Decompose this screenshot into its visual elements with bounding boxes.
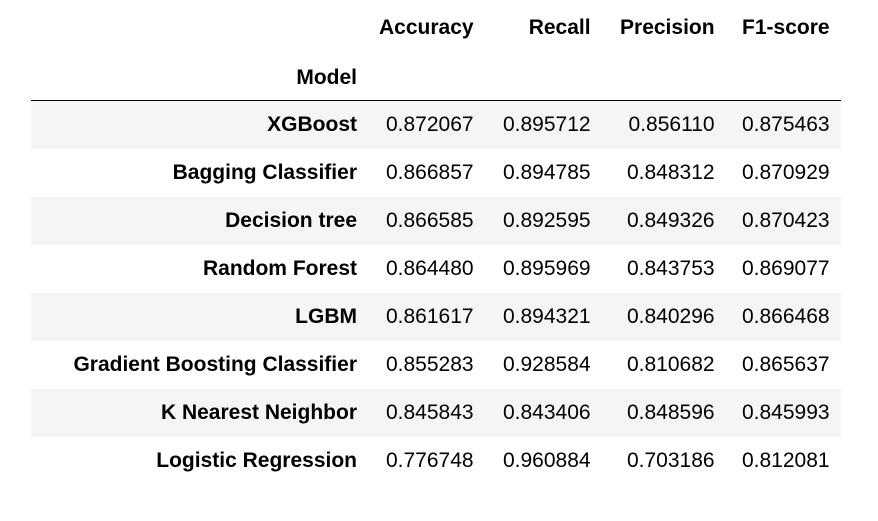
cell-f1-score: 0.869077: [741, 257, 830, 280]
cell-accuracy: 0.866857: [385, 161, 474, 184]
cell-precision: 0.848312: [626, 161, 715, 184]
cell-f1-score: 0.865637: [741, 353, 830, 376]
cell-recall: 0.960884: [502, 449, 591, 472]
row-label: Random Forest: [202, 257, 357, 280]
cell-recall: 0.894321: [502, 305, 591, 328]
cell-accuracy: 0.776748: [385, 449, 474, 472]
row-label: K Nearest Neighbor: [160, 401, 357, 424]
cell-precision: 0.810682: [626, 353, 715, 376]
row-label: Decision tree: [225, 209, 357, 232]
cell-precision: 0.849326: [626, 209, 715, 232]
table-body: XGBoost 0.872067 0.895712 0.856110 0.875…: [31, 100, 841, 485]
cell-precision: 0.843753: [626, 257, 715, 280]
row-label: LGBM: [295, 305, 357, 328]
column-header-f1-score: F1-score: [742, 16, 830, 39]
table-row: Random Forest 0.864480 0.895969 0.843753…: [31, 245, 841, 293]
index-name-label: Model: [31, 55, 368, 101]
table-row: Decision tree 0.866585 0.892595 0.849326…: [31, 197, 841, 245]
table-row: LGBM 0.861617 0.894321 0.840296 0.866468: [31, 293, 841, 341]
cell-f1-score: 0.812081: [741, 449, 830, 472]
table-row: K Nearest Neighbor 0.845843 0.843406 0.8…: [31, 389, 841, 437]
cell-recall: 0.928584: [502, 353, 591, 376]
cell-recall: 0.895969: [502, 257, 591, 280]
cell-recall: 0.895712: [502, 113, 591, 136]
table-row: XGBoost 0.872067 0.895712 0.856110 0.875…: [31, 100, 841, 149]
index-name-row: Model: [31, 55, 841, 101]
column-header-precision: Precision: [620, 16, 715, 39]
header-blank-cell: [31, 0, 368, 55]
cell-f1-score: 0.845993: [741, 401, 830, 424]
cell-precision: 0.848596: [626, 401, 715, 424]
cell-accuracy: 0.864480: [385, 257, 474, 280]
column-header-accuracy: Accuracy: [379, 16, 474, 39]
cell-accuracy: 0.861617: [385, 305, 474, 328]
table-header: Accuracy Recall Precision F1-score Model: [31, 0, 841, 101]
table-row: Logistic Regression 0.776748 0.960884 0.…: [31, 437, 841, 485]
table-row: Bagging Classifier 0.866857 0.894785 0.8…: [31, 149, 841, 197]
dataframe-output: Accuracy Recall Precision F1-score Model…: [31, 0, 841, 485]
cell-precision: 0.856110: [628, 113, 715, 136]
cell-precision: 0.703186: [626, 449, 715, 472]
cell-f1-score: 0.875463: [741, 113, 830, 136]
cell-recall: 0.843406: [502, 401, 591, 424]
row-label: XGBoost: [267, 113, 357, 136]
cell-accuracy: 0.855283: [385, 353, 474, 376]
cell-f1-score: 0.866468: [741, 305, 830, 328]
row-label: Bagging Classifier: [172, 161, 357, 184]
cell-recall: 0.892595: [502, 209, 591, 232]
cell-f1-score: 0.870929: [741, 161, 830, 184]
row-label: Logistic Regression: [156, 449, 357, 472]
cell-accuracy: 0.866585: [385, 209, 474, 232]
table-row: Gradient Boosting Classifier 0.855283 0.…: [31, 341, 841, 389]
cell-f1-score: 0.870423: [741, 209, 830, 232]
row-label: Gradient Boosting Classifier: [73, 353, 357, 376]
column-header-recall: Recall: [528, 16, 591, 39]
column-header-row: Accuracy Recall Precision F1-score: [31, 0, 841, 55]
cell-recall: 0.894785: [502, 161, 591, 184]
cell-accuracy: 0.845843: [385, 401, 474, 424]
cell-precision: 0.840296: [626, 305, 715, 328]
cell-accuracy: 0.872067: [385, 113, 474, 136]
metrics-table: Accuracy Recall Precision F1-score Model…: [31, 0, 841, 485]
